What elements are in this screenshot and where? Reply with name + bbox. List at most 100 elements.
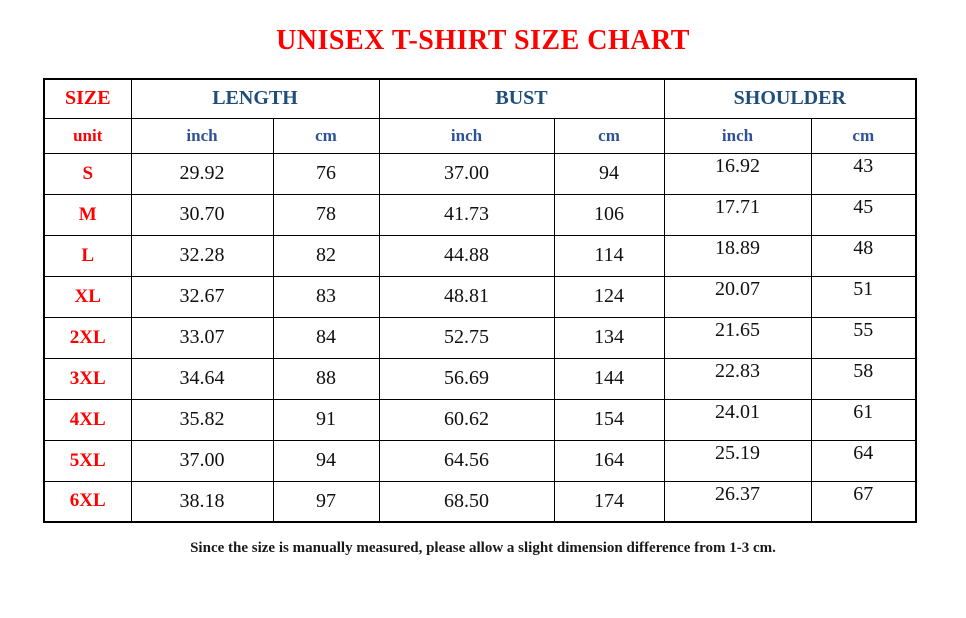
bust-inch-value: 64.56 [378, 439, 555, 482]
size-label: XL [43, 275, 132, 318]
unit-row-label: unit [43, 117, 132, 154]
column-header-bust: BUST [378, 78, 665, 119]
shoulder-cm-text: 67 [853, 482, 874, 505]
shoulder-inch-value: 16.92 [663, 152, 812, 195]
shoulder-cm-text: 45 [853, 196, 874, 218]
unit-row: unit inch cm inch cm inch cm [43, 117, 917, 154]
bust-cm-value: 94 [553, 152, 665, 195]
length-inch-value: 35.82 [130, 398, 274, 441]
size-label: 3XL [43, 357, 132, 400]
shoulder-inch-value: 24.01 [663, 398, 812, 441]
shoulder-cm-value: 45 [810, 193, 917, 236]
bust-inch-value: 52.75 [378, 316, 555, 359]
measurement-disclaimer: Since the size is manually measured, ple… [190, 540, 776, 556]
shoulder-cm-value: 58 [810, 357, 917, 400]
shoulder-cm-value: 61 [810, 398, 917, 441]
table-row: M 30.70 78 41.73 106 17.71 45 [43, 193, 917, 236]
bust-inch-value: 68.50 [378, 480, 555, 523]
bust-inch-value: 44.88 [378, 234, 555, 277]
shoulder-cm-text: 48 [853, 237, 874, 259]
table-row: S 29.92 76 37.00 94 16.92 43 [43, 152, 917, 195]
shoulder-inch-value: 25.19 [663, 439, 812, 482]
length-inch-value: 29.92 [130, 152, 274, 195]
length-cm-value: 97 [272, 480, 380, 523]
table-header-row: SIZE LENGTH BUST SHOULDER [43, 78, 917, 119]
table-row: 6XL 38.18 97 68.50 174 26.37 67 [43, 480, 917, 523]
shoulder-inch-text: 16.92 [715, 155, 761, 177]
size-label: 2XL [43, 316, 132, 359]
shoulder-cm-text: 51 [853, 278, 874, 300]
bust-cm-value: 114 [553, 234, 665, 277]
shoulder-cm-text: 58 [853, 360, 874, 382]
length-cm-value: 76 [272, 152, 380, 195]
unit-length-inch: inch [130, 117, 274, 154]
length-cm-value: 94 [272, 439, 380, 482]
table-row: 4XL 35.82 91 60.62 154 24.01 61 [43, 398, 917, 441]
column-header-size: SIZE [43, 78, 132, 119]
shoulder-cm-value: 48 [810, 234, 917, 277]
shoulder-cm-text: 43 [853, 155, 874, 177]
shoulder-inch-text: 17.71 [715, 196, 761, 218]
size-label: 4XL [43, 398, 132, 441]
size-label: M [43, 193, 132, 236]
shoulder-inch-value: 17.71 [663, 193, 812, 236]
shoulder-cm-value: 67 [810, 480, 917, 523]
length-inch-value: 30.70 [130, 193, 274, 236]
shoulder-cm-text: 64 [853, 442, 874, 464]
shoulder-inch-value: 20.07 [663, 275, 812, 318]
length-cm-value: 83 [272, 275, 380, 318]
length-inch-value: 32.28 [130, 234, 274, 277]
length-inch-value: 33.07 [130, 316, 274, 359]
table-row: XL 32.67 83 48.81 124 20.07 51 [43, 275, 917, 318]
shoulder-inch-text: 26.37 [715, 482, 761, 505]
bust-cm-value: 124 [553, 275, 665, 318]
table-row: L 32.28 82 44.88 114 18.89 48 [43, 234, 917, 277]
shoulder-inch-text: 21.65 [715, 319, 761, 341]
shoulder-inch-text: 20.07 [715, 278, 761, 300]
table-row: 3XL 34.64 88 56.69 144 22.83 58 [43, 357, 917, 400]
shoulder-inch-value: 22.83 [663, 357, 812, 400]
bust-inch-value: 41.73 [378, 193, 555, 236]
length-inch-value: 37.00 [130, 439, 274, 482]
unit-bust-inch: inch [378, 117, 555, 154]
bust-cm-value: 154 [553, 398, 665, 441]
unit-shoulder-cm: cm [810, 117, 917, 154]
shoulder-inch-value: 18.89 [663, 234, 812, 277]
length-cm-value: 91 [272, 398, 380, 441]
shoulder-inch-text: 24.01 [715, 401, 761, 423]
size-chart-table: SIZE LENGTH BUST SHOULDER unit inch cm i… [43, 78, 918, 523]
length-cm-value: 78 [272, 193, 380, 236]
unit-bust-cm: cm [553, 117, 665, 154]
table-row: 2XL 33.07 84 52.75 134 21.65 55 [43, 316, 917, 359]
size-label: S [43, 152, 132, 195]
shoulder-cm-text: 55 [853, 319, 874, 341]
size-label: 5XL [43, 439, 132, 482]
length-inch-value: 38.18 [130, 480, 274, 523]
length-inch-value: 34.64 [130, 357, 274, 400]
bust-inch-value: 60.62 [378, 398, 555, 441]
bust-inch-value: 37.00 [378, 152, 555, 195]
bust-cm-value: 174 [553, 480, 665, 523]
shoulder-cm-value: 51 [810, 275, 917, 318]
length-cm-value: 88 [272, 357, 380, 400]
unit-shoulder-inch: inch [663, 117, 812, 154]
column-header-length: LENGTH [130, 78, 380, 119]
length-cm-value: 84 [272, 316, 380, 359]
length-cm-value: 82 [272, 234, 380, 277]
bust-cm-value: 134 [553, 316, 665, 359]
shoulder-cm-value: 64 [810, 439, 917, 482]
shoulder-inch-text: 25.19 [715, 442, 761, 464]
shoulder-inch-value: 21.65 [663, 316, 812, 359]
table-row: 5XL 37.00 94 64.56 164 25.19 64 [43, 439, 917, 482]
shoulder-inch-text: 22.83 [715, 360, 761, 382]
length-inch-value: 32.67 [130, 275, 274, 318]
bust-cm-value: 144 [553, 357, 665, 400]
size-label: 6XL [43, 480, 132, 523]
bust-cm-value: 164 [553, 439, 665, 482]
size-label: L [43, 234, 132, 277]
bust-cm-value: 106 [553, 193, 665, 236]
shoulder-inch-text: 18.89 [715, 237, 761, 259]
page-title: UNISEX T-SHIRT SIZE CHART [276, 25, 690, 56]
column-header-shoulder: SHOULDER [663, 78, 917, 119]
